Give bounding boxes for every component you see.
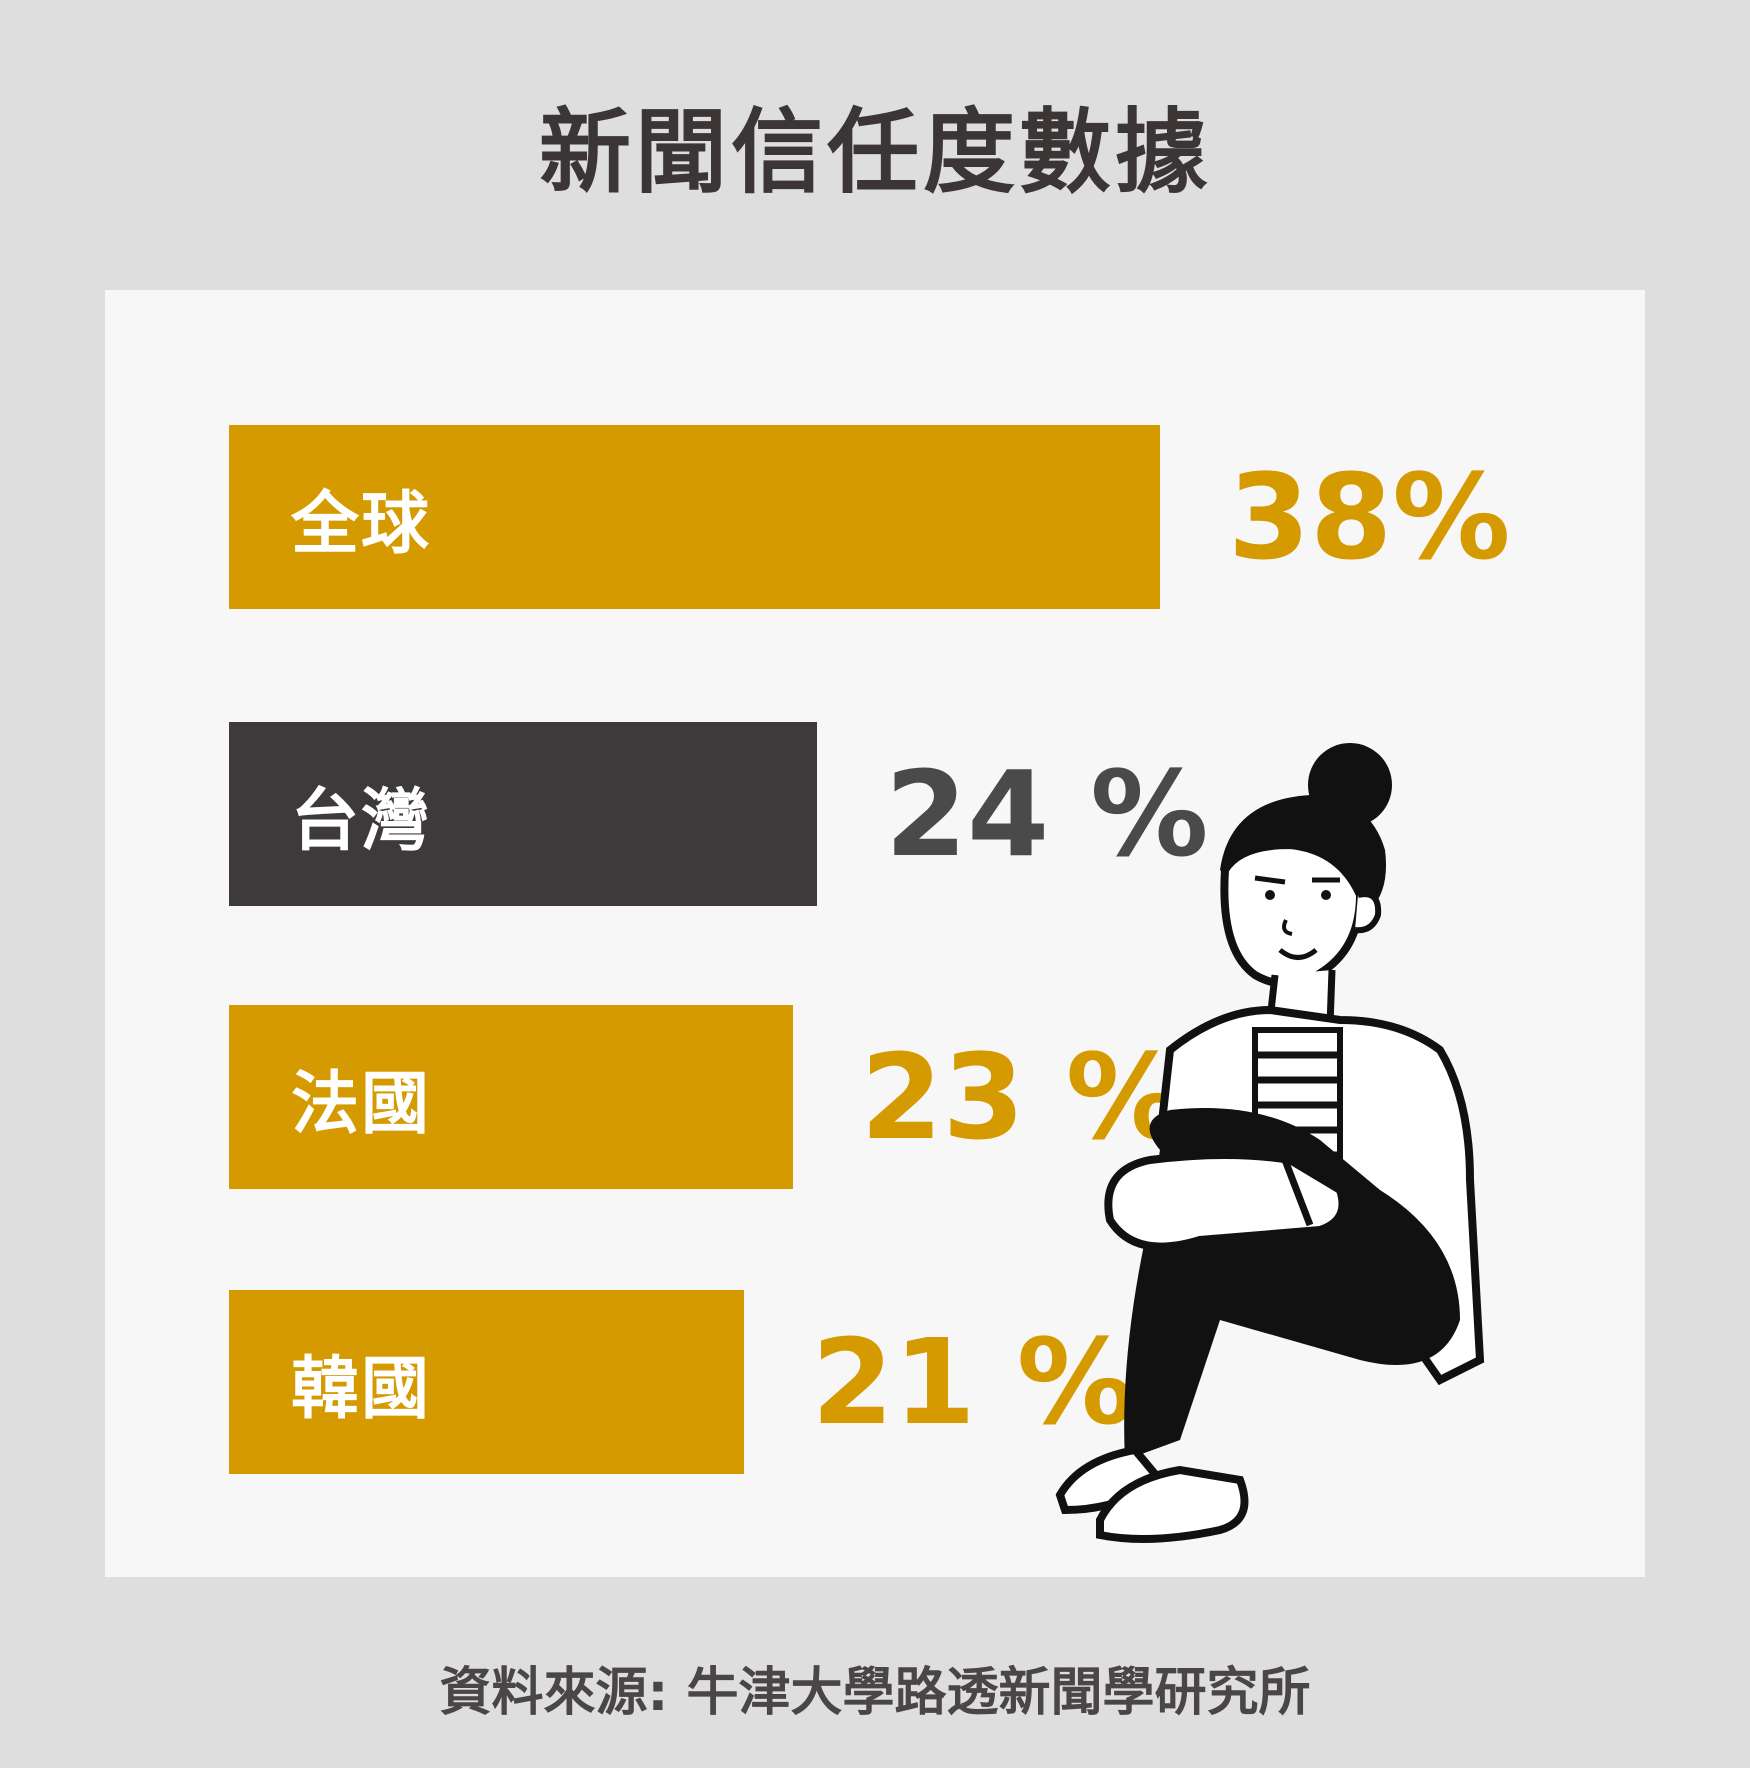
source-note: 資料來源: 牛津大學路透新聞學研究所 — [439, 1663, 1311, 1723]
bar-3: 韓國 — [229, 1290, 744, 1474]
bar-0: 全球 — [229, 425, 1160, 609]
bar-value-label-1: 24 % — [885, 745, 1209, 883]
bar-value-label-0: 38% — [1228, 448, 1511, 586]
bar-label-2: 法國 — [291, 1064, 432, 1144]
bar-label-1: 台灣 — [291, 781, 432, 861]
bar-value-label-2: 23 % — [860, 1028, 1185, 1166]
bar-1: 台灣 — [229, 722, 817, 906]
page-title: 新聞信任度數據 — [538, 99, 1211, 206]
sitting-person-illustration — [1055, 743, 1485, 1543]
bar-2: 法國 — [229, 1005, 793, 1189]
chart-panel: 全球 38% 台灣 24 % 法國 23 % 韓國 21 % — [105, 290, 1645, 1577]
bar-label-3: 韓國 — [291, 1349, 432, 1429]
bar-value-label-3: 21 % — [811, 1313, 1136, 1451]
bar-label-0: 全球 — [291, 484, 432, 564]
